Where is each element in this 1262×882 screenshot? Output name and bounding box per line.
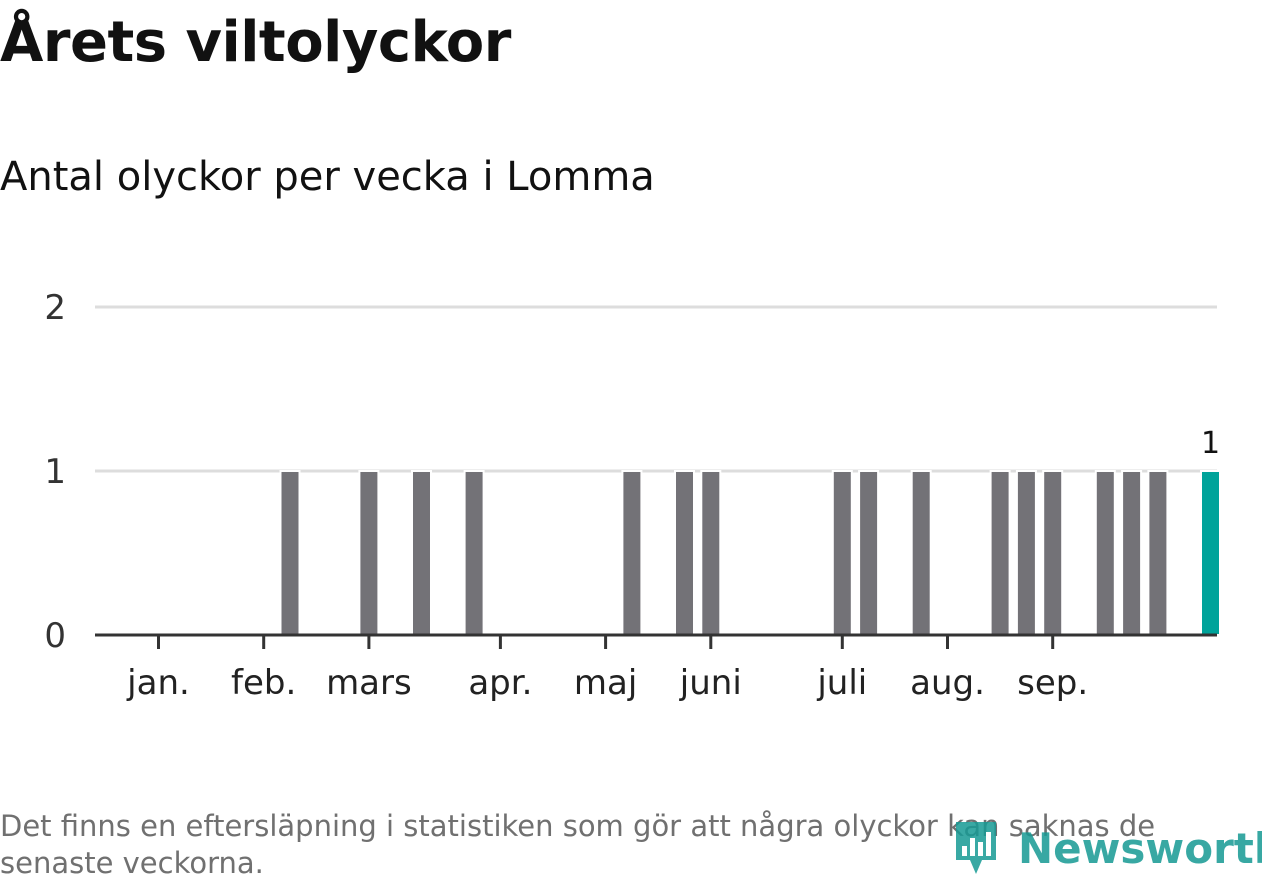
bar-chart-pin-icon (956, 822, 996, 874)
bar (674, 470, 695, 636)
x-tick-label: mars (326, 663, 412, 703)
bar (1094, 470, 1116, 636)
chart-title: Årets viltolyckor (0, 10, 511, 75)
bar (1147, 470, 1169, 636)
bar (621, 470, 643, 636)
x-tick-label: jan. (126, 663, 190, 703)
bar-current-week (1200, 470, 1221, 636)
data-label: 1 (1201, 426, 1220, 461)
chart-subtitle: Antal olyckor per vecka i Lomma (0, 154, 655, 200)
bar (411, 470, 432, 636)
x-tick-label: juli (816, 663, 867, 703)
brand-name: Newsworthy (1018, 823, 1262, 873)
bar (989, 470, 1011, 636)
bar (1121, 470, 1143, 636)
bar (910, 470, 932, 636)
x-tick-label: juni (679, 663, 742, 703)
bar (858, 470, 880, 636)
bar (700, 470, 722, 636)
x-tick-label: aug. (910, 663, 985, 703)
bar (1042, 470, 1064, 636)
bar (463, 470, 485, 636)
y-tick-label: 0 (44, 616, 66, 656)
x-tick-label: apr. (468, 663, 532, 703)
gridlines (95, 305, 1217, 473)
bar (279, 470, 301, 636)
bar (358, 470, 380, 636)
brand-logo: Newsworthy (952, 818, 1262, 878)
x-tick-label: maj (574, 663, 637, 703)
y-tick-label: 1 (44, 452, 66, 492)
bars (279, 470, 1221, 636)
bar (831, 470, 853, 636)
x-tick-label: feb. (231, 663, 296, 703)
x-axis (95, 633, 1217, 649)
y-tick-label: 2 (44, 288, 66, 328)
tick-labels: 0 1 2 1 jan. feb. mars apr. maj juni juli aug. sep. (44, 288, 1220, 703)
bar (1015, 470, 1037, 636)
x-tick-label: sep. (1017, 663, 1088, 703)
